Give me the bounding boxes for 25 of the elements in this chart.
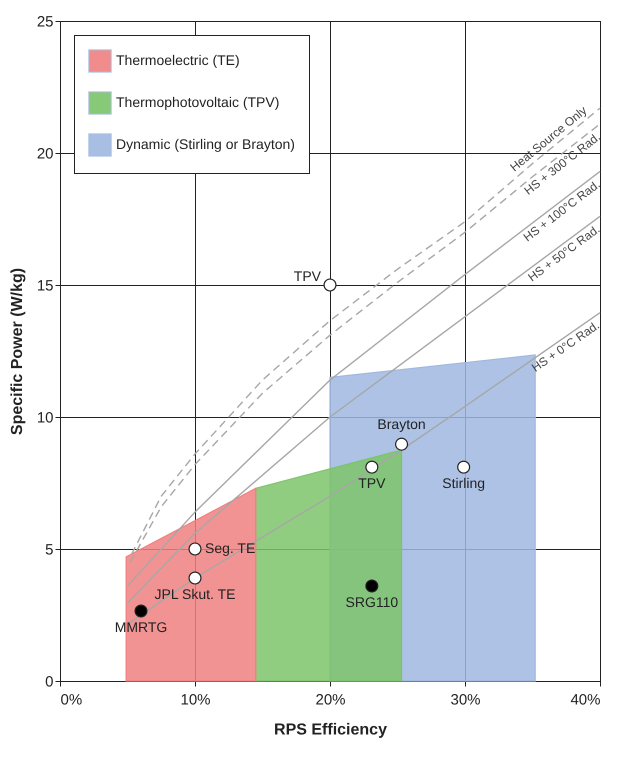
- legend-label: Thermophotovoltaic (TPV): [116, 94, 280, 110]
- y-axis-title: Specific Power (W/kg): [8, 268, 26, 436]
- annotation: TPV: [294, 268, 322, 284]
- annotation: Seg. TE: [205, 540, 256, 556]
- y-tick-label: 5: [45, 542, 54, 558]
- legend-label: Dynamic (Stirling or Brayton): [116, 136, 295, 152]
- x-tick-label: 0%: [60, 692, 82, 708]
- x-axis-title: RPS Efficiency: [274, 722, 388, 738]
- annotation: SRG110: [346, 594, 398, 610]
- x-tick-label: 40%: [570, 692, 600, 708]
- annotation: TPV: [358, 475, 386, 492]
- annotation: JPL Skut. TE: [154, 586, 236, 602]
- legend-label: Thermoelectric (TE): [116, 52, 240, 68]
- text: HS + 0°C Rad.: [528, 318, 602, 375]
- y-tick-label: 10: [36, 410, 54, 426]
- annotation: Stirling: [442, 475, 486, 492]
- x-tick-label: 30%: [450, 692, 481, 708]
- y-tick-label: 20: [36, 146, 54, 162]
- y-tick-label: 15: [36, 278, 54, 294]
- x-tick-label: 10%: [180, 692, 211, 708]
- x-tick-label: 20%: [315, 692, 346, 708]
- annotation: Brayton: [377, 416, 426, 432]
- y-tick-label: 25: [36, 14, 54, 30]
- annotation: MMRTG: [114, 619, 168, 636]
- y-tick-label: 0: [45, 674, 54, 690]
